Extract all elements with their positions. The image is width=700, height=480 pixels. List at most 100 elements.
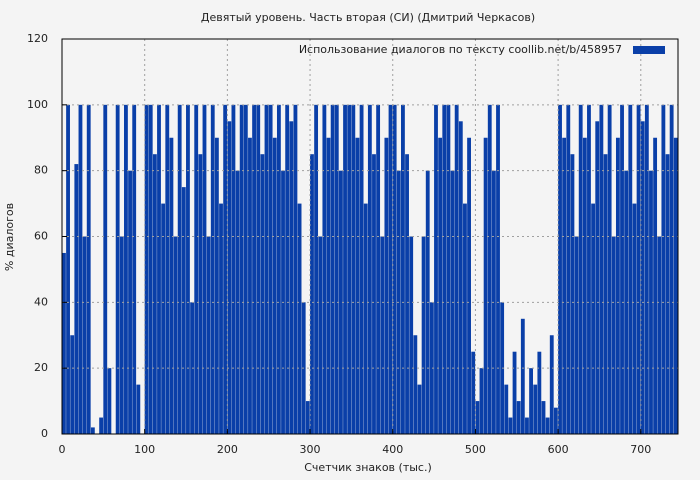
- bar: [297, 203, 302, 434]
- bar: [479, 368, 484, 434]
- bar: [541, 401, 546, 434]
- bar: [214, 137, 219, 434]
- bar: [628, 104, 633, 434]
- bar: [78, 104, 83, 434]
- plot-area: 0 20 40 60 80 100 120 0 100 200 300 400 500 600 700 Исп…: [27, 32, 679, 456]
- bar: [210, 104, 215, 434]
- bar: [537, 351, 542, 434]
- bar: [384, 137, 389, 434]
- bar: [611, 236, 616, 434]
- bar: [66, 104, 70, 434]
- bar: [62, 252, 66, 434]
- bar: [326, 137, 331, 434]
- bar: [582, 137, 587, 434]
- bar: [268, 104, 273, 434]
- bar: [463, 203, 467, 434]
- bar: [624, 170, 629, 434]
- bar: [372, 154, 376, 435]
- bar: [74, 164, 79, 435]
- x-tick-label: 600: [548, 443, 569, 456]
- bar: [136, 384, 141, 434]
- bar: [438, 137, 443, 434]
- bar: [446, 104, 451, 434]
- plot-border: [61, 38, 679, 435]
- x-tick-label: 500: [465, 443, 486, 456]
- bar: [256, 104, 261, 434]
- bar: [644, 104, 649, 434]
- bar: [607, 104, 612, 434]
- bar: [70, 335, 75, 434]
- bar: [338, 170, 343, 434]
- bar: [355, 137, 360, 434]
- bar: [243, 104, 248, 434]
- bar: [388, 104, 393, 434]
- bar: [458, 121, 463, 435]
- bar: [529, 368, 534, 434]
- bar: [570, 154, 575, 435]
- bar: [562, 137, 567, 434]
- bar: [661, 104, 666, 434]
- legend-label: Использование диалогов по тексту coollib…: [299, 43, 622, 56]
- y-tick-label: 0: [41, 427, 48, 440]
- bar: [512, 351, 517, 434]
- legend-swatch: [633, 46, 665, 54]
- bar: [322, 104, 327, 434]
- bar: [314, 104, 319, 434]
- bar: [206, 236, 211, 434]
- bar: [454, 104, 459, 434]
- bar: [202, 104, 207, 434]
- bar: [496, 104, 500, 434]
- y-tick-label: 20: [34, 361, 48, 374]
- bar: [165, 104, 170, 434]
- bar: [181, 187, 186, 434]
- bar: [545, 417, 550, 434]
- bar: [566, 104, 571, 434]
- bar: [434, 104, 438, 434]
- bar: [161, 203, 166, 434]
- bar: [429, 302, 434, 434]
- bar: [264, 104, 269, 434]
- bar: [239, 104, 244, 434]
- bar: [252, 104, 257, 434]
- bar: [467, 137, 471, 434]
- bar: [525, 417, 529, 434]
- bar: [657, 236, 662, 434]
- bar: [417, 384, 422, 434]
- bar: [318, 236, 323, 434]
- bar: [471, 351, 476, 434]
- bar: [107, 368, 112, 434]
- bar: [124, 104, 128, 434]
- bar: [86, 104, 91, 434]
- y-tick-label: 120: [27, 32, 48, 45]
- x-tick-label: 300: [300, 443, 321, 456]
- bar: [649, 170, 653, 434]
- bar: [152, 154, 157, 435]
- bar: [144, 104, 149, 434]
- bar: [148, 104, 153, 434]
- y-tick-label: 60: [34, 230, 48, 243]
- x-tick-label: 400: [382, 443, 403, 456]
- bar: [487, 104, 492, 434]
- bar: [632, 203, 637, 434]
- bar: [669, 104, 674, 434]
- bar: [392, 104, 397, 434]
- chart-title: Девятый уровень. Часть вторая (СИ) (Дмит…: [201, 11, 535, 24]
- bar: [574, 236, 579, 434]
- bar: [504, 384, 509, 434]
- bar: [169, 137, 174, 434]
- bar: [578, 104, 583, 434]
- bar: [272, 137, 277, 434]
- bar: [442, 104, 447, 434]
- bar: [90, 427, 95, 434]
- bar: [310, 154, 314, 435]
- x-tick-label: 100: [134, 443, 155, 456]
- bar: [553, 407, 558, 434]
- x-tick-label: 200: [217, 443, 238, 456]
- bar: [413, 335, 418, 434]
- bar: [128, 170, 132, 434]
- bar: [305, 401, 310, 434]
- x-axis-label: Счетчик знаков (тыс.): [304, 461, 432, 474]
- y-tick-label: 100: [27, 98, 48, 111]
- bar: [603, 154, 608, 435]
- bar: [132, 104, 137, 434]
